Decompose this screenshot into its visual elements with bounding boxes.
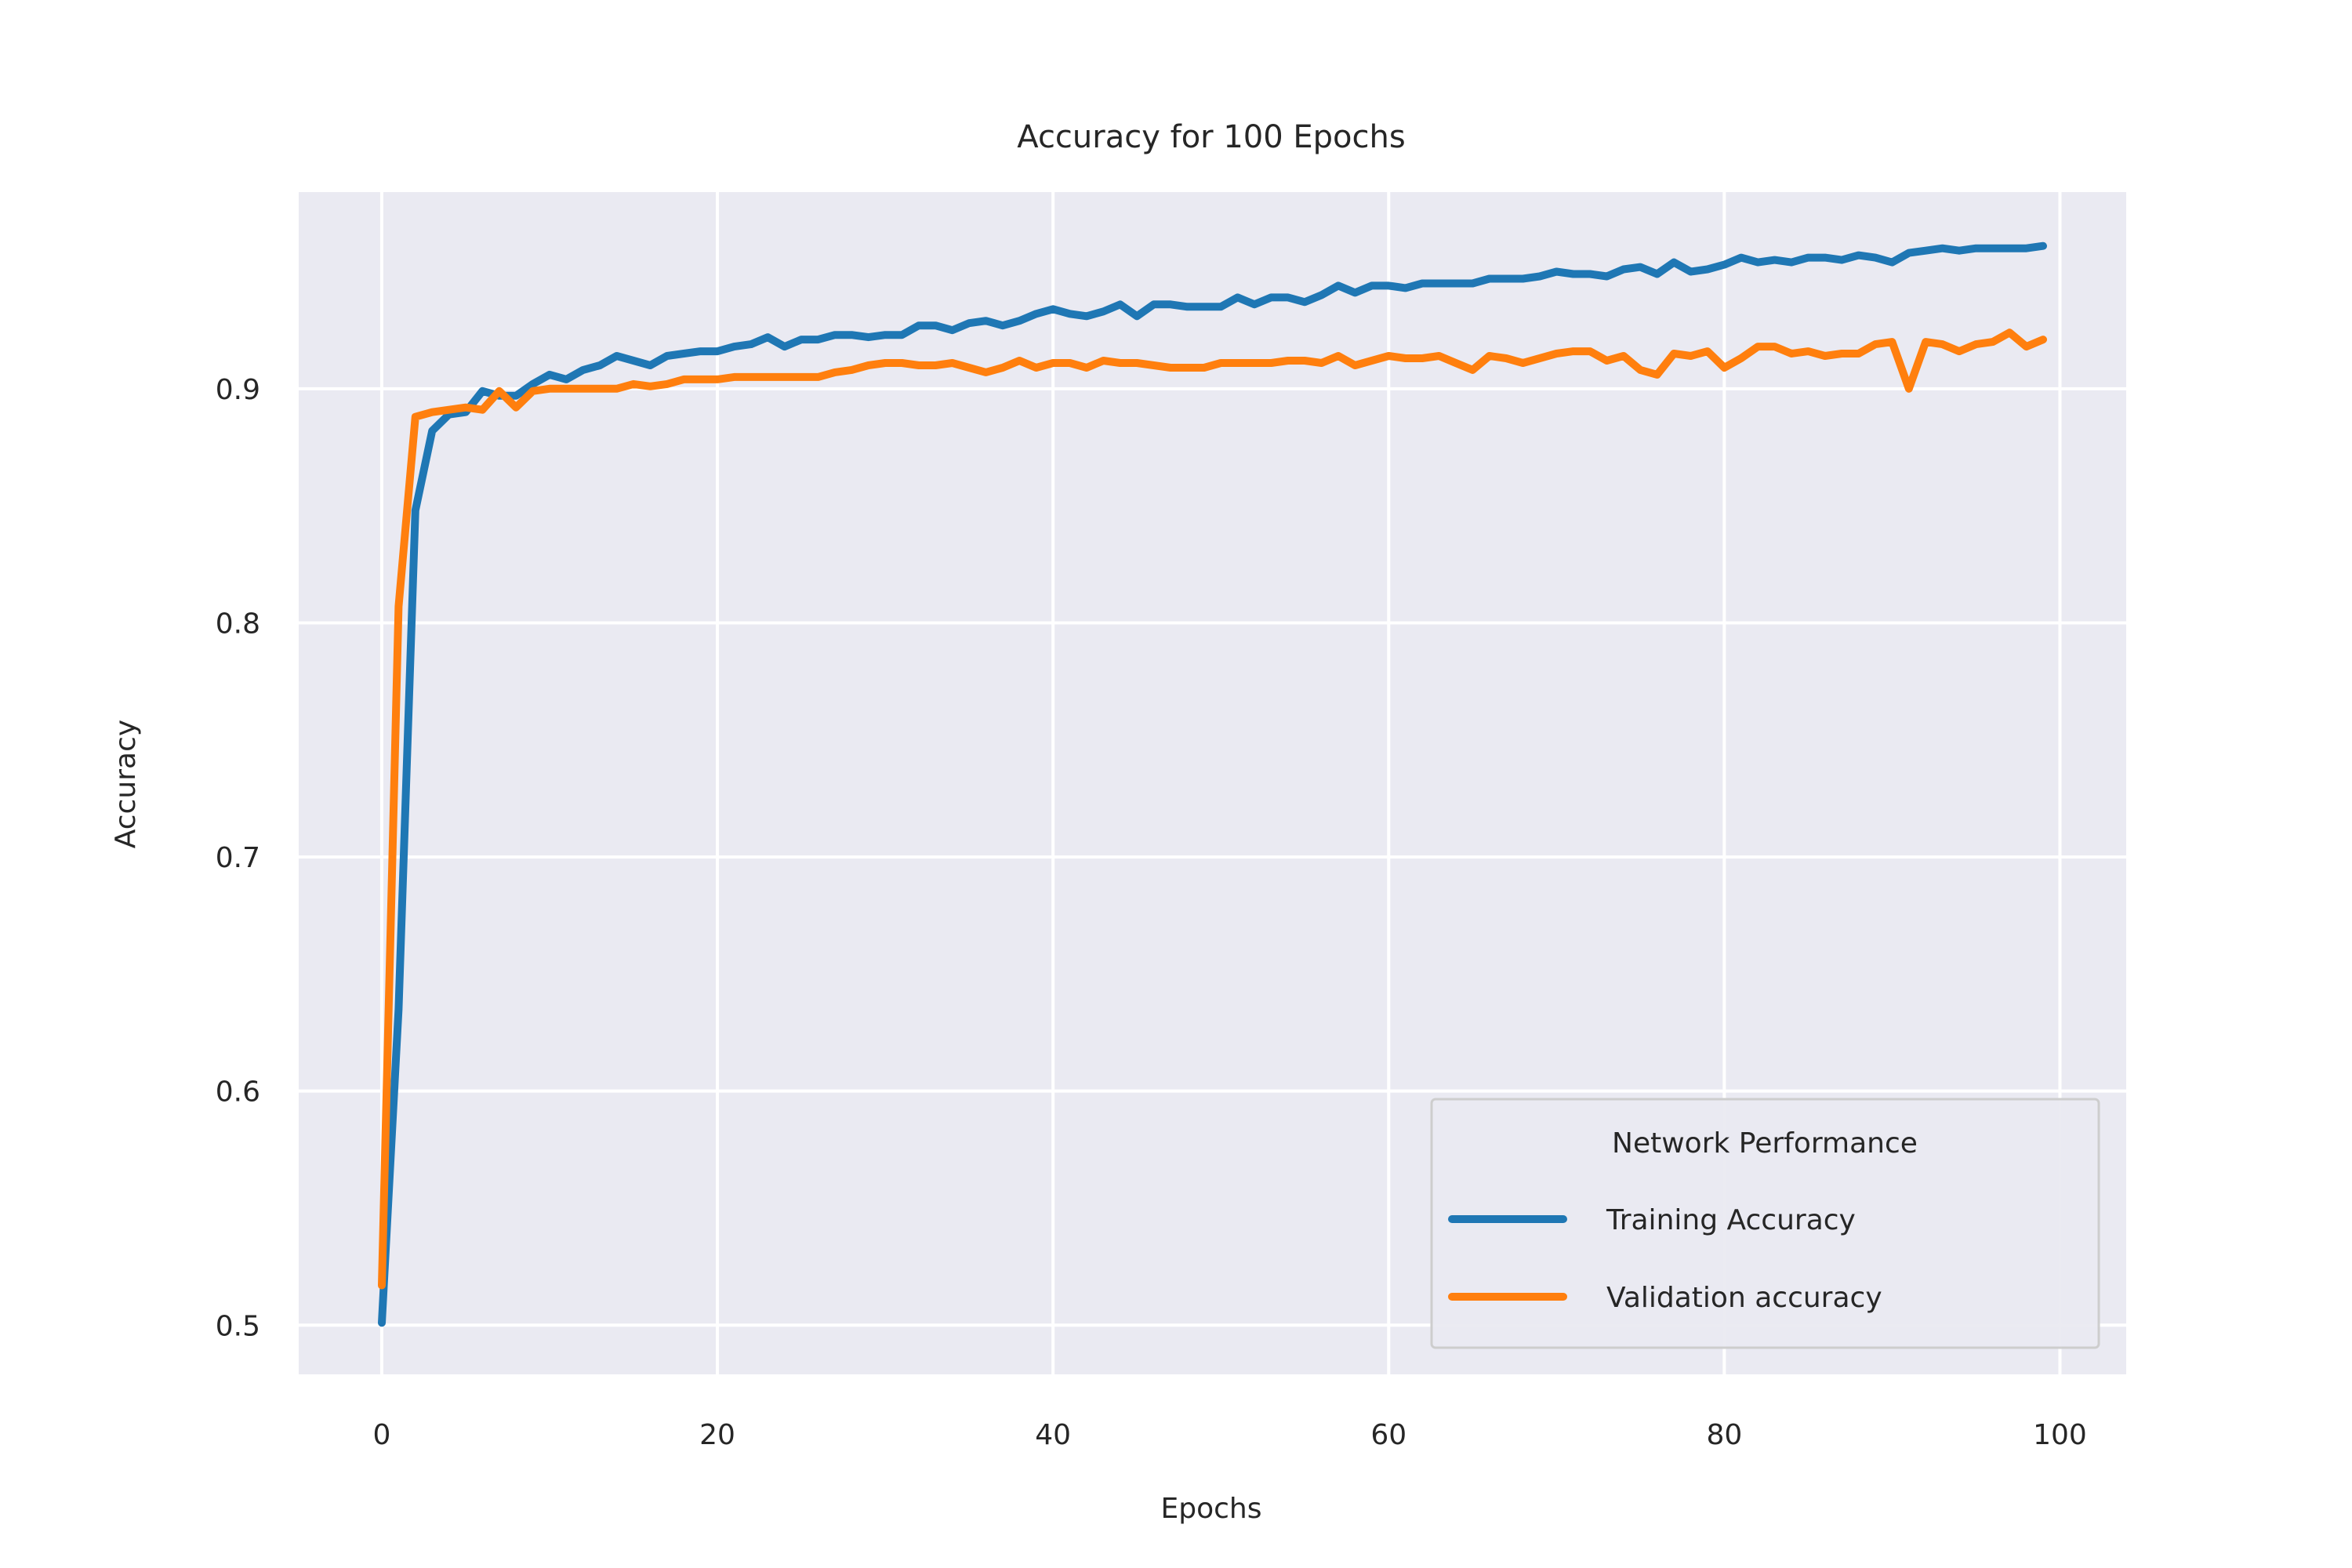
series-lines — [378, 241, 2047, 1327]
x-axis-label: Epochs — [1161, 1493, 1262, 1525]
y-tick-label: 0.9 — [216, 374, 260, 406]
series-line-validation — [378, 328, 2047, 1290]
x-tick-label: 100 — [2033, 1419, 2087, 1451]
y-tick-label: 0.5 — [216, 1310, 260, 1342]
x-tick-labels: 0 20 40 60 80 100 — [373, 1419, 2087, 1451]
x-tick-label: 80 — [1706, 1419, 1742, 1451]
legend: Network Performance Training Accuracy Va… — [1430, 1098, 2100, 1349]
legend-label-training: Training Accuracy — [1606, 1204, 1856, 1236]
legend-label-validation: Validation accuracy — [1606, 1282, 1882, 1314]
x-tick-label: 60 — [1370, 1419, 1406, 1451]
y-tick-label: 0.6 — [216, 1076, 260, 1109]
series-line-training — [378, 241, 2047, 1327]
y-tick-label: 0.8 — [216, 608, 260, 640]
y-axis-label: Accuracy — [110, 720, 142, 848]
legend-title: Network Performance — [1612, 1127, 1918, 1160]
y-tick-labels: 0.5 0.6 0.7 0.8 0.9 — [216, 374, 260, 1342]
chart-title: Accuracy for 100 Epochs — [1017, 119, 1405, 155]
x-tick-label: 0 — [373, 1419, 391, 1451]
x-tick-label: 20 — [699, 1419, 735, 1451]
legend-box — [1430, 1098, 2100, 1349]
y-tick-label: 0.7 — [216, 842, 260, 874]
x-tick-label: 40 — [1035, 1419, 1071, 1451]
